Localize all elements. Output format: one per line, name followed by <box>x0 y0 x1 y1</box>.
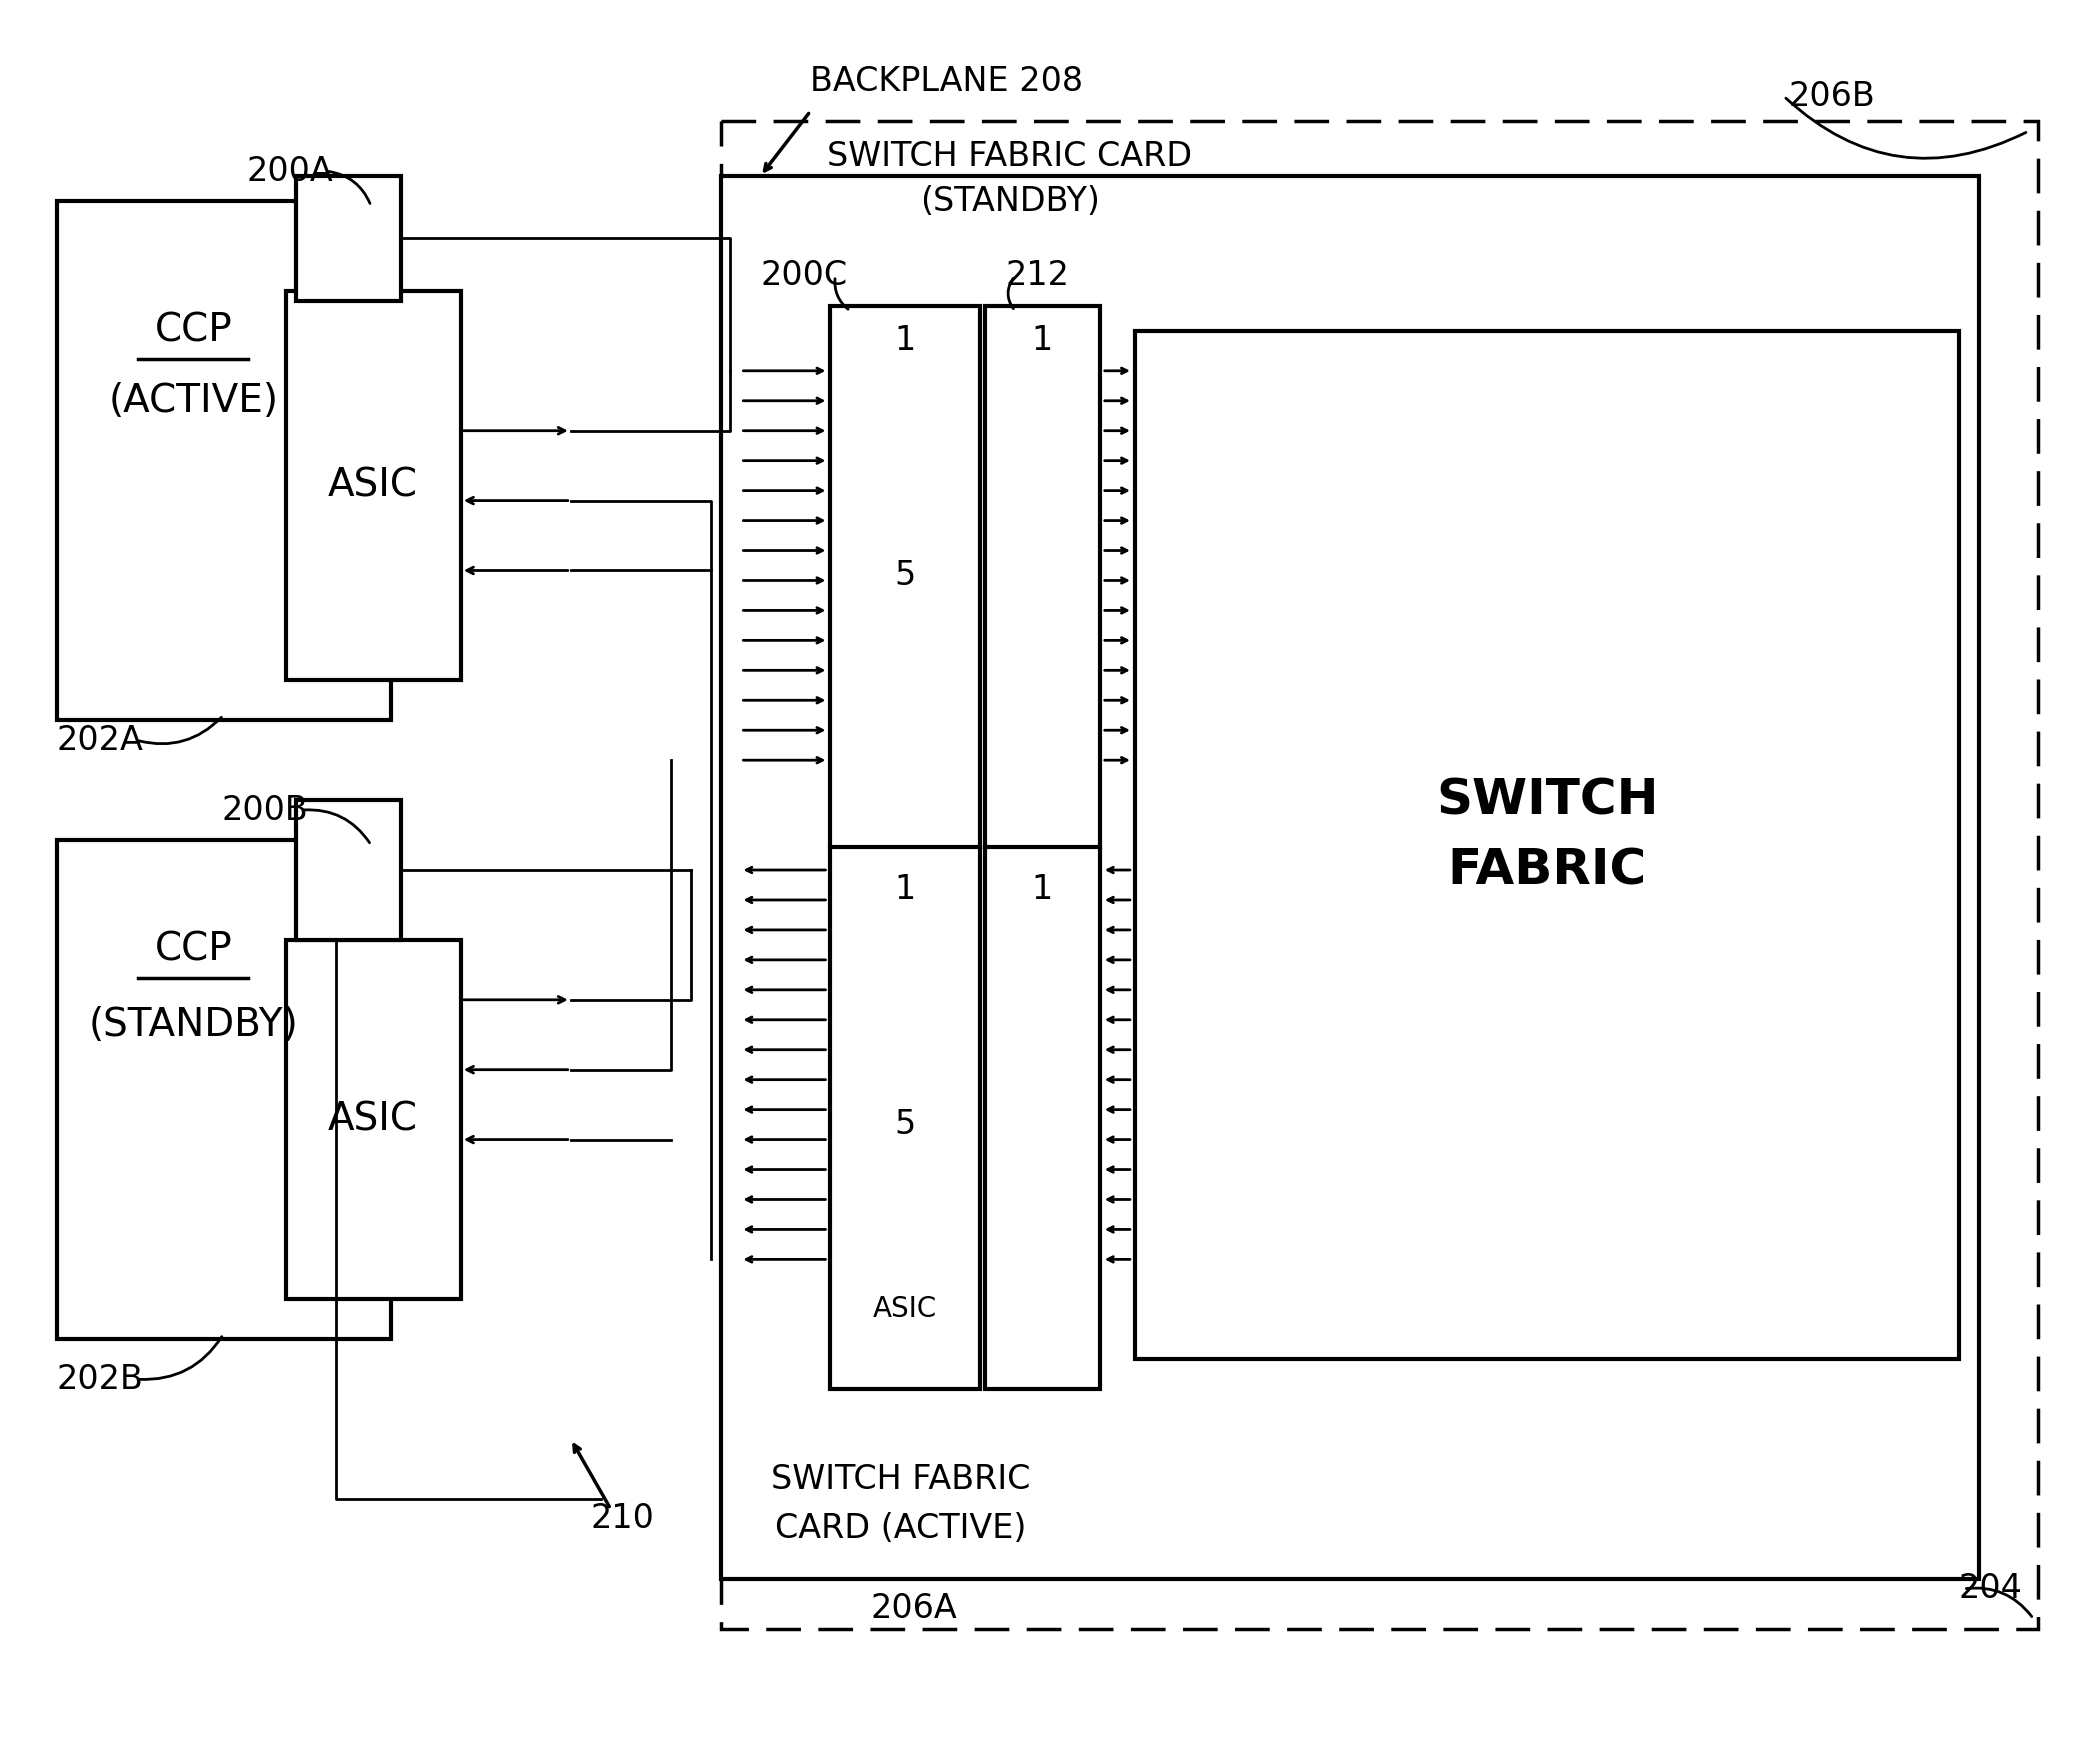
Text: 206A: 206A <box>870 1593 957 1626</box>
Text: 5: 5 <box>895 559 916 592</box>
Text: ASIC: ASIC <box>874 1295 937 1323</box>
Text: SWITCH FABRIC CARD: SWITCH FABRIC CARD <box>828 140 1193 173</box>
Bar <box>296 177 401 301</box>
Text: CCP: CCP <box>154 930 232 969</box>
Text: SWITCH: SWITCH <box>1435 776 1658 823</box>
Text: 206B: 206B <box>1790 81 1875 112</box>
Text: 1: 1 <box>1030 874 1053 906</box>
Bar <box>830 307 980 1389</box>
Text: 202B: 202B <box>56 1363 144 1396</box>
Text: SWITCH FABRIC: SWITCH FABRIC <box>770 1463 1030 1496</box>
Text: CARD (ACTIVE): CARD (ACTIVE) <box>774 1512 1026 1545</box>
Text: (STANDBY): (STANDBY) <box>920 184 1099 217</box>
Text: 210: 210 <box>590 1503 655 1535</box>
Text: ASIC: ASIC <box>328 466 417 505</box>
Text: FABRIC: FABRIC <box>1448 846 1646 894</box>
Text: 200A: 200A <box>246 154 334 187</box>
Text: 202A: 202A <box>56 724 144 757</box>
Text: BACKPLANE 208: BACKPLANE 208 <box>809 65 1083 98</box>
Bar <box>286 939 461 1300</box>
Bar <box>56 839 390 1339</box>
Text: 1: 1 <box>895 324 916 357</box>
Text: 1: 1 <box>895 874 916 906</box>
Text: 204: 204 <box>1959 1572 2023 1605</box>
Text: CCP: CCP <box>154 312 232 350</box>
Bar <box>985 307 1099 1389</box>
Bar <box>56 201 390 720</box>
Bar <box>286 291 461 680</box>
Text: 1: 1 <box>1030 324 1053 357</box>
Bar <box>720 121 2038 1629</box>
Text: 200C: 200C <box>761 259 847 293</box>
Bar <box>720 177 1978 1579</box>
Text: 5: 5 <box>895 1107 916 1141</box>
Bar <box>296 801 401 939</box>
Text: (ACTIVE): (ACTIVE) <box>108 382 277 420</box>
Text: 200B: 200B <box>221 794 309 827</box>
Bar <box>1135 331 1959 1360</box>
Text: 212: 212 <box>1005 259 1068 293</box>
Text: (STANDBY): (STANDBY) <box>88 1006 298 1044</box>
Text: ASIC: ASIC <box>328 1100 417 1139</box>
